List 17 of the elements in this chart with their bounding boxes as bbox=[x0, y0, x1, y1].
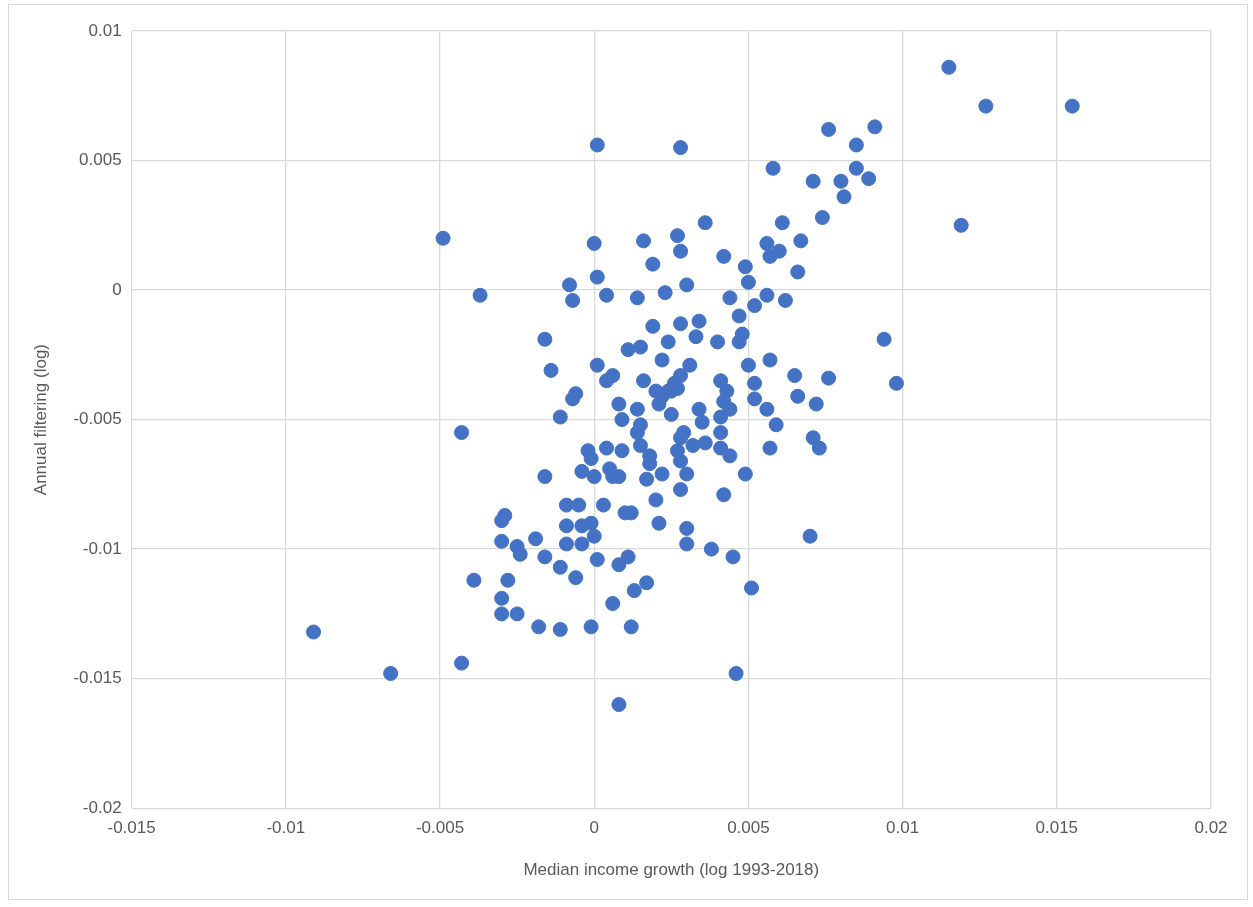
y-tick-label: 0 bbox=[112, 279, 122, 299]
x-tick-label: 0.02 bbox=[1194, 818, 1228, 838]
y-axis-title: Annual filtering (log) bbox=[30, 344, 50, 496]
y-tick-label: 0.01 bbox=[88, 20, 122, 40]
y-tick-label: -0.01 bbox=[82, 538, 122, 558]
x-tick-label: -0.01 bbox=[266, 818, 306, 838]
y-tick-label: 0.005 bbox=[79, 150, 122, 170]
x-tick-label: 0 bbox=[589, 818, 599, 838]
x-tick-label: 0.015 bbox=[1035, 818, 1079, 838]
x-tick-label: -0.015 bbox=[107, 818, 156, 838]
y-tick-label: -0.02 bbox=[82, 797, 122, 817]
x-tick-label: 0.01 bbox=[886, 818, 920, 838]
y-tick-label: -0.005 bbox=[73, 409, 122, 429]
x-tick-label: 0.005 bbox=[727, 818, 770, 838]
x-axis-title: Median income growth (log 1993-2018) bbox=[523, 860, 820, 880]
y-tick-label: -0.015 bbox=[73, 668, 122, 688]
x-tick-label: -0.005 bbox=[415, 818, 465, 838]
